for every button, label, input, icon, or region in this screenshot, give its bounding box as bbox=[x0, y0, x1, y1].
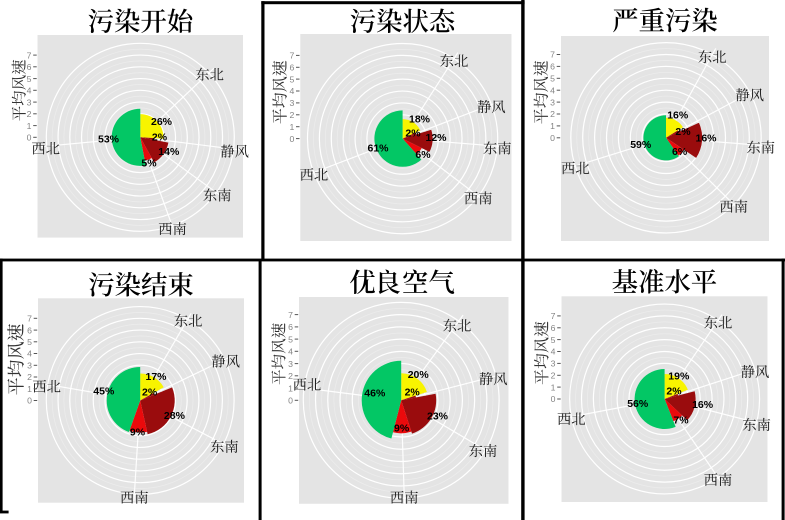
svg-text:2%: 2% bbox=[405, 127, 421, 139]
svg-text:1: 1 bbox=[288, 383, 293, 393]
svg-text:4: 4 bbox=[550, 85, 555, 95]
svg-text:20%: 20% bbox=[408, 369, 430, 381]
svg-text:16%: 16% bbox=[667, 110, 689, 122]
svg-text:2%: 2% bbox=[152, 132, 168, 144]
svg-text:61%: 61% bbox=[367, 143, 389, 155]
svg-text:1: 1 bbox=[27, 384, 32, 394]
svg-text:0: 0 bbox=[551, 394, 556, 404]
svg-text:6%: 6% bbox=[415, 149, 431, 161]
svg-text:23%: 23% bbox=[427, 411, 449, 423]
svg-text:4: 4 bbox=[289, 86, 294, 96]
svg-text:18%: 18% bbox=[409, 114, 431, 126]
svg-text:5: 5 bbox=[27, 74, 32, 84]
svg-text:28%: 28% bbox=[164, 410, 186, 422]
svg-text:2: 2 bbox=[27, 109, 32, 119]
svg-text:4: 4 bbox=[27, 86, 32, 96]
svg-text:5: 5 bbox=[551, 335, 556, 345]
svg-text:5: 5 bbox=[288, 334, 293, 344]
svg-text:2: 2 bbox=[551, 371, 556, 381]
svg-text:6: 6 bbox=[550, 62, 555, 72]
svg-text:14%: 14% bbox=[158, 146, 180, 158]
svg-text:0: 0 bbox=[27, 396, 32, 406]
svg-text:3: 3 bbox=[288, 359, 293, 369]
svg-text:59%: 59% bbox=[630, 139, 652, 151]
svg-text:16%: 16% bbox=[695, 133, 717, 145]
svg-text:2%: 2% bbox=[142, 387, 158, 399]
svg-text:16%: 16% bbox=[692, 399, 714, 411]
svg-text:3: 3 bbox=[550, 97, 555, 107]
svg-text:12%: 12% bbox=[425, 132, 447, 144]
svg-text:2: 2 bbox=[288, 371, 293, 381]
svg-text:53%: 53% bbox=[98, 134, 120, 146]
svg-text:6: 6 bbox=[289, 63, 294, 73]
svg-text:2: 2 bbox=[550, 109, 555, 119]
svg-text:7: 7 bbox=[27, 314, 32, 324]
svg-text:6: 6 bbox=[288, 322, 293, 332]
svg-text:9%: 9% bbox=[130, 426, 146, 438]
svg-text:4: 4 bbox=[27, 349, 32, 359]
svg-text:19%: 19% bbox=[668, 370, 690, 382]
svg-text:2%: 2% bbox=[405, 387, 421, 399]
svg-text:1: 1 bbox=[551, 382, 556, 392]
svg-text:7: 7 bbox=[289, 51, 294, 61]
svg-text:6: 6 bbox=[551, 323, 556, 333]
svg-text:5%: 5% bbox=[141, 157, 157, 169]
svg-text:7%: 7% bbox=[673, 415, 689, 427]
svg-text:4: 4 bbox=[551, 347, 556, 357]
svg-text:0: 0 bbox=[27, 133, 32, 143]
svg-text:5: 5 bbox=[27, 337, 32, 347]
svg-text:46%: 46% bbox=[364, 388, 386, 400]
svg-text:3: 3 bbox=[289, 98, 294, 108]
svg-text:6: 6 bbox=[27, 62, 32, 72]
svg-text:3: 3 bbox=[551, 359, 556, 369]
svg-text:3: 3 bbox=[27, 361, 32, 371]
svg-text:1: 1 bbox=[550, 121, 555, 131]
svg-text:2%: 2% bbox=[666, 386, 682, 398]
svg-text:4: 4 bbox=[288, 347, 293, 357]
svg-text:1: 1 bbox=[289, 122, 294, 132]
svg-text:0: 0 bbox=[289, 134, 294, 144]
svg-text:0: 0 bbox=[550, 133, 555, 143]
svg-text:5: 5 bbox=[289, 74, 294, 84]
svg-text:17%: 17% bbox=[145, 371, 167, 383]
svg-text:6: 6 bbox=[27, 325, 32, 335]
svg-text:2: 2 bbox=[27, 372, 32, 382]
svg-text:7: 7 bbox=[288, 310, 293, 320]
svg-text:56%: 56% bbox=[627, 398, 649, 410]
svg-text:2: 2 bbox=[289, 110, 294, 120]
svg-text:6%: 6% bbox=[672, 146, 688, 158]
svg-text:45%: 45% bbox=[93, 385, 115, 397]
svg-text:2%: 2% bbox=[675, 126, 691, 138]
svg-text:0: 0 bbox=[288, 396, 293, 406]
svg-text:3: 3 bbox=[27, 97, 32, 107]
svg-text:5: 5 bbox=[550, 74, 555, 84]
svg-text:9%: 9% bbox=[394, 423, 410, 435]
svg-text:7: 7 bbox=[551, 311, 556, 321]
svg-text:7: 7 bbox=[27, 50, 32, 60]
svg-text:1: 1 bbox=[27, 121, 32, 131]
svg-text:7: 7 bbox=[550, 50, 555, 60]
svg-text:26%: 26% bbox=[151, 116, 173, 128]
